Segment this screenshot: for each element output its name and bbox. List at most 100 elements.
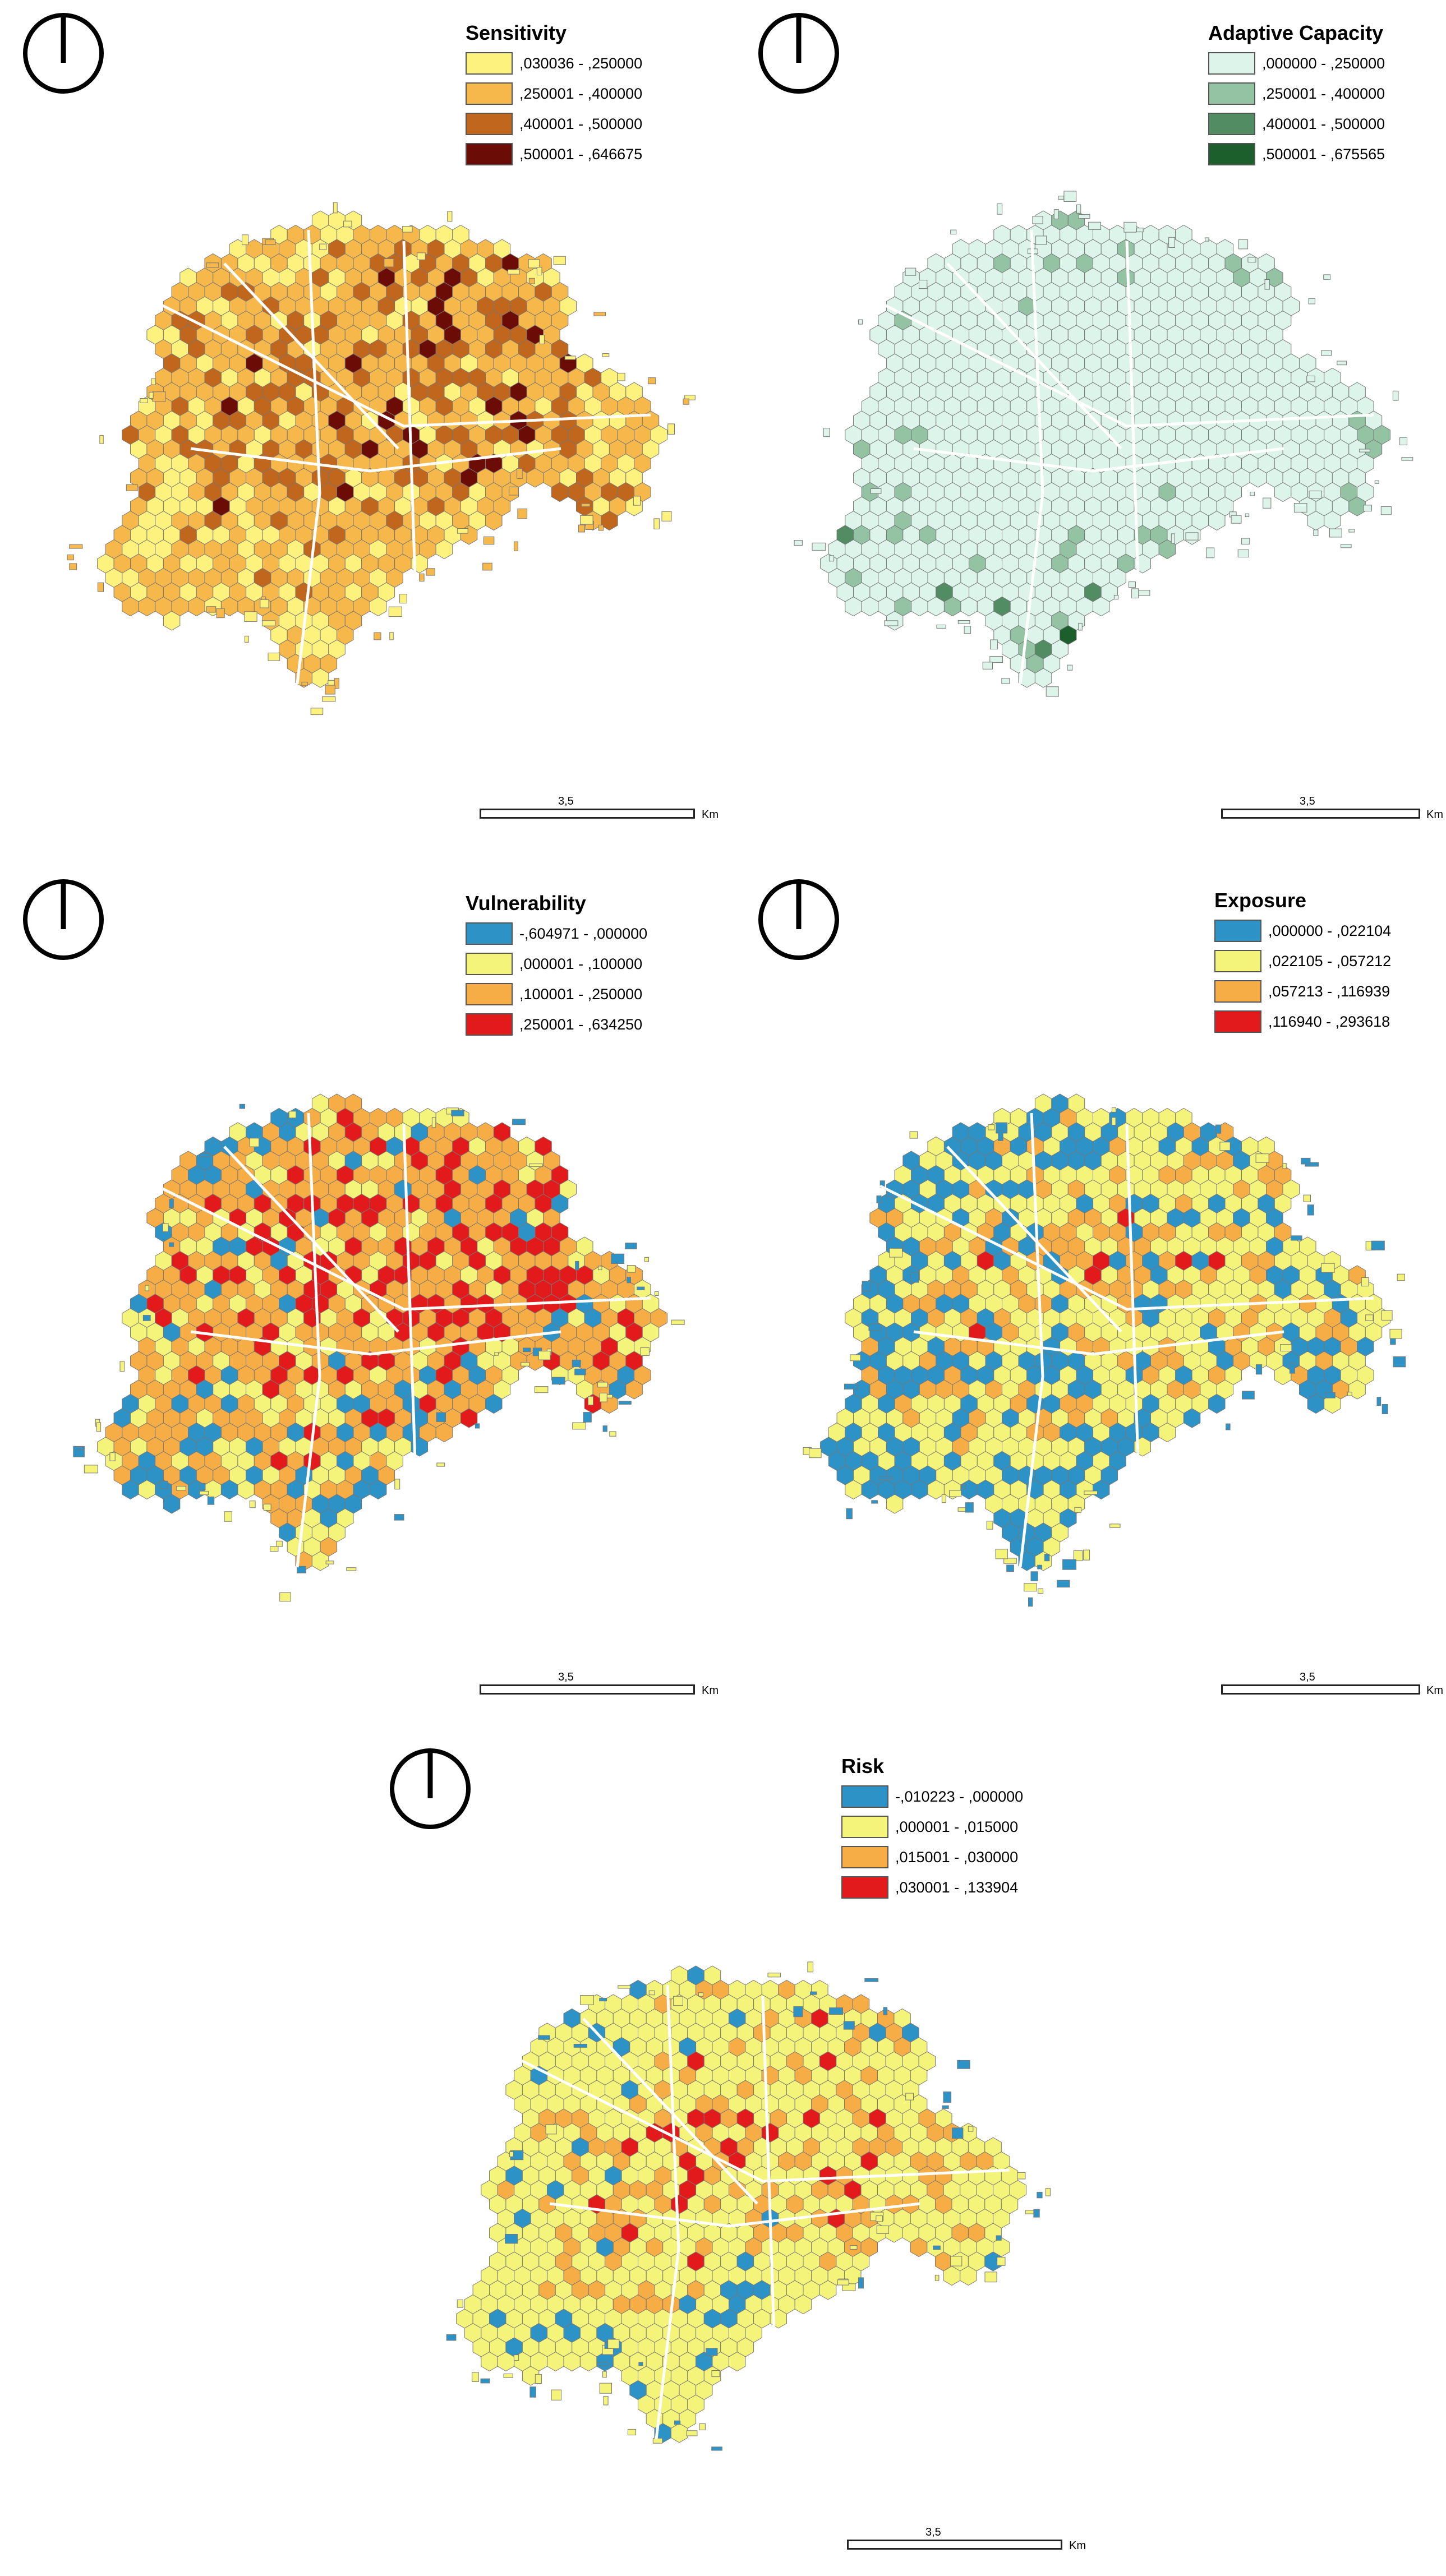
legend-label: -,604971 - ,000000 xyxy=(519,925,648,942)
parcel-fragment xyxy=(1242,1391,1255,1400)
parcel-fragment xyxy=(858,2277,864,2289)
parcel-fragment xyxy=(176,1486,186,1491)
legend-item: ,100001 - ,250000 xyxy=(466,979,647,1009)
parcel-fragment xyxy=(475,1423,480,1429)
parcel-fragment xyxy=(260,599,269,608)
legend-label: ,250001 - ,634250 xyxy=(519,1015,643,1033)
hex-map-sensitivity xyxy=(67,202,696,715)
parcel-fragment xyxy=(343,220,352,228)
parcel-fragment xyxy=(909,1131,918,1139)
parcel-fragment xyxy=(374,632,381,640)
hex-cell xyxy=(1158,539,1176,560)
scale-bar-rect xyxy=(1221,1684,1420,1695)
legend: Exposure ,000000 - ,022104 ,022105 - ,05… xyxy=(1214,889,1391,1037)
parcel-fragment xyxy=(684,395,696,400)
parcel-fragment xyxy=(297,1566,306,1573)
parcel-fragment xyxy=(837,2279,849,2286)
hex-cell xyxy=(435,539,453,560)
scale-bar-rect xyxy=(1221,809,1420,819)
parcel-fragment xyxy=(142,1315,151,1321)
parcel-fragment xyxy=(162,1223,169,1232)
parcel-fragment xyxy=(876,2225,889,2234)
north-arrow-icon xyxy=(758,13,839,94)
parcel-fragment xyxy=(593,312,606,316)
parcel-fragment xyxy=(862,1281,871,1292)
legend-item: ,116940 - ,293618 xyxy=(1214,1007,1391,1037)
parcel-fragment xyxy=(109,1452,116,1461)
parcel-fragment xyxy=(588,1396,594,1406)
legend-item: ,000001 - ,015000 xyxy=(841,1812,1023,1842)
parcel-fragment xyxy=(126,484,138,491)
legend-label: ,000001 - ,100000 xyxy=(519,955,643,972)
parcel-fragment xyxy=(1255,1153,1269,1163)
road-line xyxy=(1019,1112,1044,1568)
scale-bar-unit: Km xyxy=(702,809,719,821)
road-line xyxy=(879,301,1374,428)
legend-swatch xyxy=(466,113,513,135)
parcel-fragment xyxy=(618,1401,632,1405)
parcel-fragment xyxy=(1250,492,1255,496)
parcel-fragment xyxy=(535,2374,542,2384)
parcel-fragment xyxy=(868,1324,882,1331)
parcel-fragment xyxy=(1241,538,1250,544)
parcel-fragment xyxy=(152,391,166,402)
parcel-fragment xyxy=(810,1991,817,1995)
parcel-fragment xyxy=(1131,588,1139,599)
legend-item: ,057213 - ,116939 xyxy=(1214,976,1391,1007)
legend-title: Adaptive Capacity xyxy=(1208,21,1384,44)
parcel-fragment xyxy=(989,656,1003,663)
parcel-fragment xyxy=(1361,1277,1369,1287)
parcel-fragment xyxy=(1168,237,1175,248)
scale-bar-rect xyxy=(847,2540,1062,2550)
parcel-fragment xyxy=(1037,2191,1043,2199)
parcel-fragment xyxy=(551,2389,562,2400)
parcel-fragment xyxy=(301,681,308,686)
parcel-fragment xyxy=(1073,1550,1083,1562)
road-line xyxy=(1125,1124,1140,1461)
parcel-fragment xyxy=(952,2127,964,2139)
road-line xyxy=(946,262,1122,450)
parcel-fragment xyxy=(264,1503,271,1511)
parcel-fragment xyxy=(244,611,257,622)
parcel-fragment xyxy=(950,229,957,235)
parcel-fragment xyxy=(1030,1571,1038,1581)
parcel-fragment xyxy=(648,1990,655,1996)
parcel-fragment xyxy=(1393,1356,1406,1368)
legend-swatch xyxy=(1214,1010,1261,1033)
parcel-fragment xyxy=(871,1500,878,1504)
parcel-fragment xyxy=(199,1490,209,1495)
parcel-fragment xyxy=(503,2374,513,2378)
parcel-fragment xyxy=(1078,622,1083,631)
parcel-fragment xyxy=(598,524,604,531)
parcel-fragment xyxy=(986,1521,993,1530)
scale-bar-label: 3,5 xyxy=(558,1671,574,1683)
legend-label: ,400001 - ,500000 xyxy=(519,115,643,132)
parcel-fragment xyxy=(698,1992,703,1997)
legend-item: ,000000 - ,250000 xyxy=(1208,48,1385,79)
parcel-fragment xyxy=(627,1277,631,1284)
parcel-fragment xyxy=(638,2362,643,2366)
north-arrow-icon xyxy=(758,879,839,960)
parcel-fragment xyxy=(512,1119,526,1125)
parcel-fragment xyxy=(602,2371,607,2378)
parcel-fragment xyxy=(77,1446,85,1451)
legend-label: ,000000 - ,022104 xyxy=(1268,922,1392,939)
parcel-fragment xyxy=(889,1248,903,1258)
parcel-fragment xyxy=(936,625,946,629)
parcel-fragment xyxy=(384,258,394,267)
road-line xyxy=(946,1146,1122,1333)
parcel-fragment xyxy=(611,1253,625,1264)
parcel-fragment xyxy=(905,2093,914,2100)
parcel-fragment xyxy=(1399,437,1407,446)
parcel-fragment xyxy=(846,1508,853,1520)
parcel-fragment xyxy=(879,1476,893,1480)
hex-cell xyxy=(984,2251,1002,2272)
parcel-fragment xyxy=(1206,547,1215,558)
parcel-fragment xyxy=(521,1362,530,1367)
legend-swatch xyxy=(1208,143,1255,165)
parcel-fragment xyxy=(995,1549,1008,1559)
road-line xyxy=(582,2018,758,2205)
legend-swatch xyxy=(1208,82,1255,105)
hex-cell xyxy=(886,1494,904,1514)
road-line xyxy=(879,1184,1374,1311)
